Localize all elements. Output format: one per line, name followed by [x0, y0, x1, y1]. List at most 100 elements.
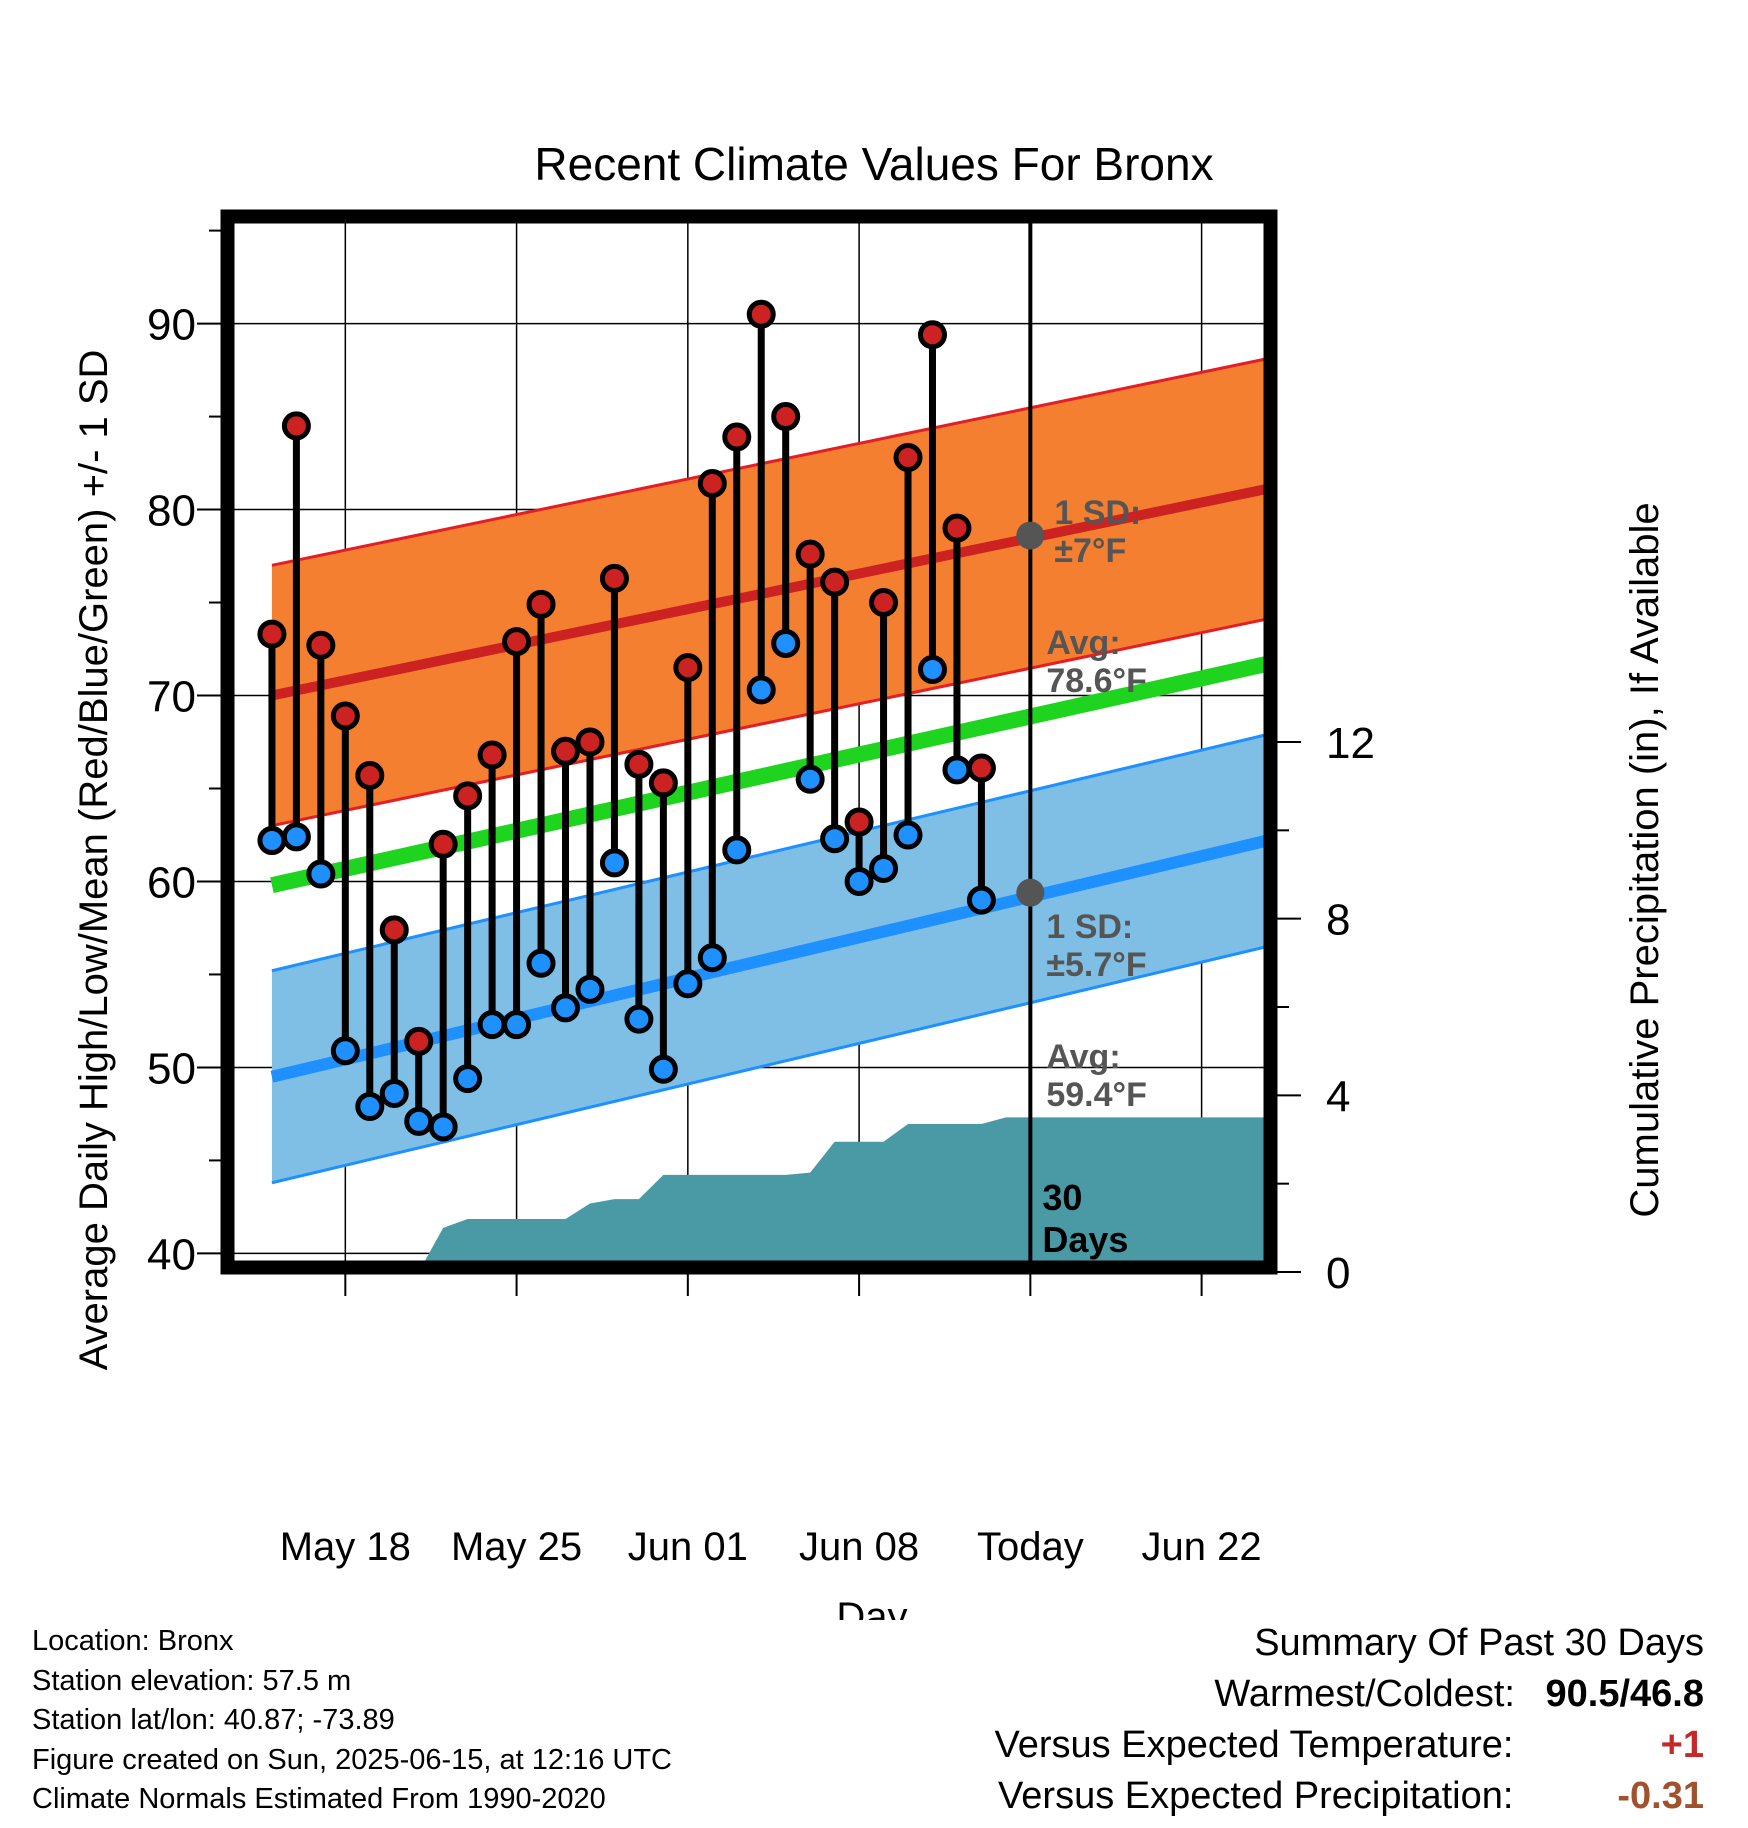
daily-high-point	[453, 781, 483, 811]
daily-high-point	[722, 422, 752, 452]
days-label: 30 Days	[1042, 1177, 1128, 1260]
low-normal-band-lower-edge	[271, 945, 1266, 1185]
daily-high-point	[869, 588, 899, 618]
precip-versus-value: -0.31	[1617, 1775, 1704, 1817]
low-normal-mean-line	[270, 834, 1266, 1083]
daily-record	[844, 807, 874, 896]
daily-high-point	[330, 701, 360, 731]
daily-low-point	[355, 1091, 385, 1121]
daily-low-point	[624, 1004, 654, 1034]
high-avg-label-line: Avg:	[1046, 624, 1120, 662]
high-normal-band-lower-edge	[271, 617, 1266, 828]
info-created: Figure created on Sun, 2025-06-15, at 12…	[32, 1743, 672, 1776]
daily-record	[771, 402, 801, 658]
daily-high-point	[624, 749, 654, 779]
daily-high-point	[306, 630, 336, 660]
daily-record	[966, 753, 996, 915]
station-info: Location: Bronx Station elevation: 57.5 …	[32, 1622, 672, 1820]
daily-low-point	[428, 1112, 458, 1142]
y2-tick-label: 4	[1326, 1072, 1350, 1121]
daily-low-point	[599, 848, 629, 878]
today-low-avg-marker	[1016, 878, 1045, 907]
daily-record	[306, 630, 336, 889]
daily-high-point	[771, 402, 801, 432]
info-latlon: Station lat/lon: 40.87; -73.89	[32, 1704, 395, 1736]
daily-low-point	[453, 1064, 483, 1094]
daily-low-point	[306, 859, 336, 889]
daily-record	[355, 760, 385, 1121]
daily-record	[575, 727, 605, 1004]
high-avg-label-line: 78.6°F	[1046, 662, 1147, 700]
high-normal-band-upper-edge	[271, 357, 1266, 567]
summary-warmest-coldest: Warmest/Coldest: 90.5/46.8	[995, 1669, 1704, 1720]
daily-low-point	[869, 853, 899, 883]
daily-record	[697, 469, 727, 973]
daily-high-point	[379, 915, 409, 945]
daily-record	[551, 736, 581, 1023]
y2-axis-label: Cumulative Precipitation (in), If Availa…	[1623, 502, 1667, 1217]
daily-low-point	[526, 948, 556, 978]
daily-high-point	[551, 736, 581, 766]
daily-low-point	[893, 820, 923, 850]
daily-high-point	[599, 563, 629, 593]
daily-high-point	[404, 1026, 434, 1056]
low-sd-label: 1 SD: ±5.7°F	[1046, 908, 1146, 984]
daily-record	[281, 411, 311, 852]
daily-high-point	[844, 807, 874, 837]
info-normals: Climate Normals Estimated From 1990-2020	[32, 1783, 606, 1815]
today-high-avg-marker	[1016, 521, 1045, 550]
low-normal-band-upper-edge	[271, 733, 1266, 973]
daily-low-point	[966, 885, 996, 915]
daily-low-point	[942, 755, 972, 785]
daily-record	[330, 701, 360, 1066]
y-tick-label: 60	[147, 858, 196, 907]
daily-record	[722, 422, 752, 865]
daily-high-point	[477, 740, 507, 770]
warmest-coldest-value: 90.5/46.8	[1545, 1673, 1704, 1715]
daily-low-point	[697, 943, 727, 973]
daily-high-point	[575, 727, 605, 757]
low-avg-label: Avg: 59.4°F	[1046, 1038, 1147, 1114]
daily-high-point	[648, 768, 678, 798]
x-tick-label: May 25	[451, 1525, 582, 1569]
daily-record	[648, 768, 678, 1084]
high-sd-label: 1 SD: ±7°F	[1054, 494, 1141, 570]
x-axis-label: Day	[836, 1595, 907, 1620]
daily-record	[453, 781, 483, 1094]
daily-low-point	[795, 764, 825, 794]
daily-high-point	[257, 619, 287, 649]
daily-record	[673, 653, 703, 999]
daily-high-point	[281, 411, 311, 441]
daily-record	[869, 588, 899, 883]
plot-frame	[220, 209, 1278, 1275]
y-tick-label: 40	[147, 1230, 196, 1279]
days-label-line: Days	[1042, 1219, 1128, 1260]
daily-low-point	[404, 1106, 434, 1136]
daily-low-point	[330, 1036, 360, 1066]
high-sd-label-line: ±7°F	[1054, 532, 1126, 570]
y-tick-label: 50	[147, 1044, 196, 1093]
x-tick-label: May 18	[280, 1525, 411, 1569]
daily-record	[477, 740, 507, 1040]
daily-low-point	[477, 1010, 507, 1040]
daily-low-point	[771, 628, 801, 658]
summary-title: Summary Of Past 30 Days	[1254, 1622, 1704, 1664]
info-location: Location: Bronx	[32, 1625, 234, 1657]
daily-record	[795, 539, 825, 794]
precipitation-area	[423, 1117, 1266, 1263]
daily-low-point	[917, 654, 947, 684]
daily-low-point	[746, 675, 776, 705]
daily-high-point	[746, 299, 776, 329]
high-normal-mean-line	[270, 483, 1266, 701]
y-axis-label: Average Daily High/Low/Mean (Red/Blue/Gr…	[72, 350, 116, 1371]
daily-low-point	[722, 835, 752, 865]
daily-high-point	[526, 589, 556, 619]
y2-tick-label: 0	[1326, 1249, 1350, 1298]
low-sd-label-line: 1 SD:	[1046, 908, 1133, 946]
y2-tick-label: 8	[1326, 896, 1350, 945]
daily-low-point	[648, 1054, 678, 1084]
temp-versus-value: +1	[1660, 1724, 1704, 1766]
x-tick-label: Jun 08	[799, 1525, 919, 1569]
summary-panel: Summary Of Past 30 Days Warmest/Coldest:…	[995, 1618, 1704, 1822]
